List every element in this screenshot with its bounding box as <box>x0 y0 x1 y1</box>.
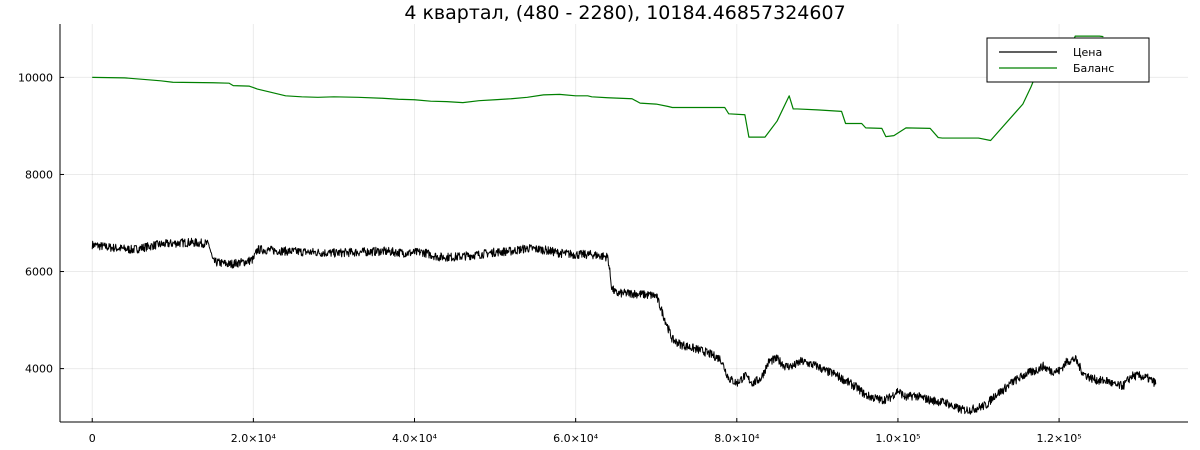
legend: Цена Баланс <box>986 37 1150 83</box>
y-tick-label: 4000 <box>25 363 53 376</box>
legend-box <box>986 37 1150 83</box>
x-tick-label: 1.0×10⁵ <box>875 432 920 445</box>
x-tick-label: 0 <box>89 432 96 445</box>
x-tick-label: 1.2×10⁵ <box>1037 432 1082 445</box>
y-tick-label: 8000 <box>25 168 53 181</box>
x-tick-label: 6.0×10⁴ <box>553 432 599 445</box>
chart-title: 4 квартал, (480 - 2280), 10184.468573246… <box>404 2 845 24</box>
legend-label: Баланс <box>1073 62 1114 75</box>
x-tick-label: 2.0×10⁴ <box>231 432 277 445</box>
x-tick-label: 8.0×10⁴ <box>714 432 760 445</box>
series-lines <box>91 35 1157 415</box>
axes: 0 2.0×10⁴ 4.0×10⁴ 6.0×10⁴ 8.0×10⁴ 1.0×10⁵ 1.2×… <box>18 24 1188 445</box>
legend-label: Цена <box>1073 46 1102 59</box>
y-tick-label: 6000 <box>25 266 53 279</box>
y-tick-label: 10000 <box>18 71 53 84</box>
x-tick-label: 4.0×10⁴ <box>392 432 438 445</box>
series-line-1 <box>91 237 1157 415</box>
series-line-2 <box>92 35 1104 142</box>
